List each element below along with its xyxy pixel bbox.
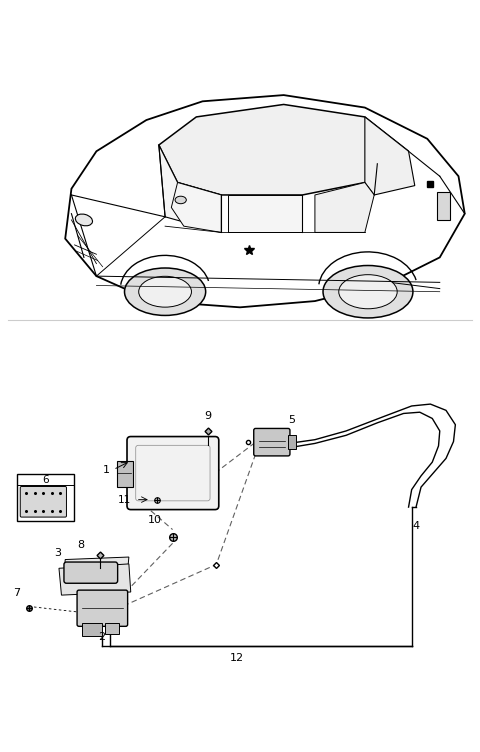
Text: 2: 2 [98, 632, 105, 642]
Polygon shape [315, 183, 374, 232]
Polygon shape [171, 183, 221, 232]
Text: 9: 9 [204, 411, 211, 421]
Polygon shape [65, 95, 465, 308]
Polygon shape [159, 105, 408, 195]
Text: 11: 11 [118, 495, 131, 505]
Polygon shape [228, 195, 302, 232]
Polygon shape [365, 117, 415, 195]
Bar [437, 192, 450, 220]
Polygon shape [159, 145, 221, 232]
Bar [82, 623, 102, 635]
FancyBboxPatch shape [127, 437, 219, 510]
Text: 12: 12 [230, 653, 244, 663]
Polygon shape [59, 564, 131, 595]
Text: 10: 10 [148, 514, 162, 525]
Text: 6: 6 [42, 475, 48, 485]
Ellipse shape [175, 196, 186, 204]
Text: 1: 1 [103, 465, 110, 475]
Bar [117, 461, 132, 487]
Bar [105, 623, 119, 635]
Ellipse shape [124, 268, 205, 315]
FancyBboxPatch shape [254, 429, 290, 456]
Ellipse shape [139, 276, 192, 307]
Text: 7: 7 [13, 587, 20, 598]
Ellipse shape [339, 274, 397, 309]
Bar [16, 474, 74, 521]
FancyBboxPatch shape [64, 562, 118, 584]
Text: 5: 5 [288, 414, 295, 425]
Polygon shape [63, 557, 129, 587]
Text: 3: 3 [54, 548, 61, 558]
Text: 8: 8 [77, 539, 84, 550]
Bar [288, 435, 296, 449]
FancyBboxPatch shape [77, 590, 128, 626]
Ellipse shape [75, 214, 93, 226]
FancyBboxPatch shape [20, 487, 66, 517]
Ellipse shape [323, 265, 413, 318]
Text: 4: 4 [412, 521, 420, 531]
